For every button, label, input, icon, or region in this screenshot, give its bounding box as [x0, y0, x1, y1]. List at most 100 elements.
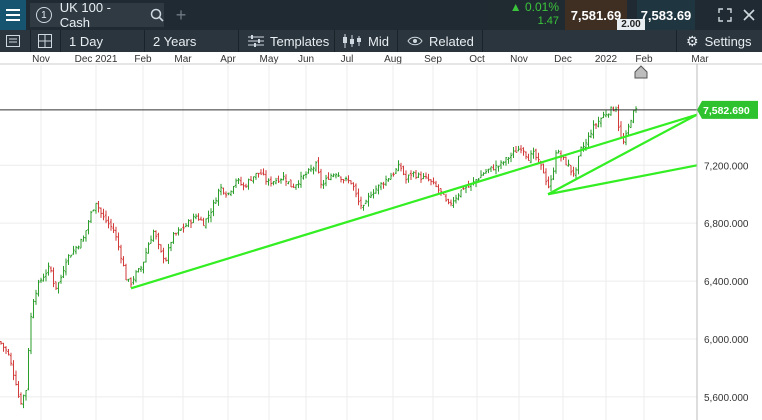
ohlc-bar	[124, 263, 128, 281]
ohlc-bar	[339, 176, 343, 183]
ohlc-bar	[242, 182, 245, 191]
ohlc-bar	[557, 149, 560, 154]
ohlc-bar	[39, 277, 43, 284]
ohlc-bar	[214, 197, 218, 204]
ohlc-bar	[177, 227, 180, 236]
ohlc-bar	[607, 113, 610, 118]
ohlc-bar	[19, 392, 23, 405]
ohlc-bar	[547, 176, 550, 189]
ohlc-bar	[192, 213, 195, 224]
ohlc-bar	[267, 178, 270, 186]
ohlc-bar	[307, 168, 310, 174]
up-arrow-icon: ▲	[509, 0, 522, 14]
close-icon[interactable]	[742, 8, 756, 22]
ohlc-bar	[69, 254, 73, 258]
trendline[interactable]	[130, 113, 698, 290]
ohlc-bar	[332, 173, 335, 178]
ohlc-bar	[207, 210, 210, 223]
ohlc-bar	[587, 132, 590, 149]
plus-icon[interactable]: +	[175, 5, 187, 25]
instrument-name: UK 100 - Cash	[59, 0, 111, 30]
gear-icon: ⚙	[686, 32, 699, 49]
ohlc-bar	[274, 177, 278, 185]
ask-price-button[interactable]: 7,583.69	[637, 0, 695, 30]
ohlc-bar	[197, 213, 200, 221]
ohlc-bar	[524, 151, 528, 160]
ohlc-bar	[109, 218, 113, 231]
range-selector[interactable]: 2 Years	[153, 33, 197, 49]
ohlc-bar	[194, 213, 198, 220]
instrument-tab[interactable]: 1 UK 100 - Cash	[30, 0, 164, 30]
templates-button[interactable]: Templates	[248, 30, 329, 52]
ohlc-bar	[324, 174, 328, 187]
related-button[interactable]: Related	[407, 30, 474, 52]
ohlc-bar	[32, 298, 35, 319]
ohlc-bar	[202, 217, 205, 227]
ohlc-bar	[29, 312, 33, 355]
ohlc-bar	[459, 189, 463, 198]
ohlc-bar	[0, 341, 3, 345]
ohlc-bar	[329, 173, 333, 181]
ohlc-bar	[347, 175, 350, 184]
ohlc-bar	[327, 172, 330, 180]
ohlc-bar	[232, 186, 235, 194]
price-chart[interactable]: Nov Dec 2021 Feb Mar Apr May Jun Jul Aug Sep Oct No…	[0, 52, 762, 420]
ohlc-bar	[2, 342, 5, 352]
ohlc-bar	[577, 155, 580, 175]
layout-grid-icon[interactable]	[38, 30, 52, 52]
bid-price-button[interactable]: 7,581.69	[565, 0, 627, 30]
ohlc-bar	[492, 164, 495, 171]
ohlc-bar	[569, 164, 573, 176]
ohlc-bar	[532, 147, 535, 159]
ohlc-bar	[399, 162, 403, 172]
y-tick-label: 6,000.000	[704, 335, 749, 346]
ohlc-bar	[57, 282, 60, 294]
expand-icon[interactable]	[718, 8, 732, 22]
table-view-icon[interactable]	[6, 30, 20, 52]
ohlc-bar	[114, 226, 118, 241]
ohlc-bar	[384, 175, 388, 186]
ohlc-bar	[424, 172, 428, 180]
interval-selector[interactable]: 1 Day	[69, 33, 103, 49]
settings-label: Settings	[704, 33, 752, 49]
change-box: ▲ 0.01% 1.47	[487, 0, 563, 30]
ohlc-bar	[244, 183, 248, 188]
ohlc-bar	[84, 230, 88, 242]
x-tick-label: Nov	[510, 54, 528, 65]
ohlc-bar	[117, 232, 120, 251]
ohlc-bar	[509, 152, 513, 163]
search-icon[interactable]	[150, 8, 164, 22]
trendline[interactable]	[547, 164, 698, 196]
settings-button[interactable]: ⚙ Settings	[686, 30, 752, 52]
ohlc-bar	[77, 245, 80, 250]
ohlc-bar	[594, 122, 598, 130]
ohlc-bar	[599, 117, 603, 128]
change-percent: 0.01%	[524, 0, 559, 14]
ohlc-bar	[179, 228, 183, 232]
ohlc-bar	[187, 219, 190, 228]
trendline[interactable]	[547, 113, 698, 196]
ohlc-bar	[617, 104, 620, 132]
ohlc-bar	[157, 232, 160, 250]
ohlc-bar	[402, 165, 405, 176]
ohlc-bar	[54, 281, 58, 291]
ohlc-bar	[284, 174, 288, 186]
ohlc-bar	[337, 172, 340, 177]
ohlc-bar	[317, 157, 320, 174]
ohlc-bar	[164, 257, 168, 262]
ohlc-bar	[74, 245, 78, 255]
ohlc-bar	[389, 172, 393, 181]
price-type-button[interactable]: Mid	[342, 30, 389, 52]
ohlc-bar	[297, 180, 300, 189]
templates-label: Templates	[270, 33, 330, 49]
ohlc-bar	[264, 170, 268, 185]
ohlc-bar	[222, 187, 225, 195]
x-tick-label: Sep	[424, 54, 442, 65]
ohlc-bar	[312, 166, 315, 175]
ohlc-bar	[447, 198, 450, 205]
ohlc-bar	[167, 243, 170, 264]
hamburger-menu-icon[interactable]	[0, 0, 26, 30]
ohlc-bar	[252, 176, 255, 184]
event-marker-icon[interactable]	[634, 65, 648, 79]
ohlc-bar	[479, 170, 483, 179]
